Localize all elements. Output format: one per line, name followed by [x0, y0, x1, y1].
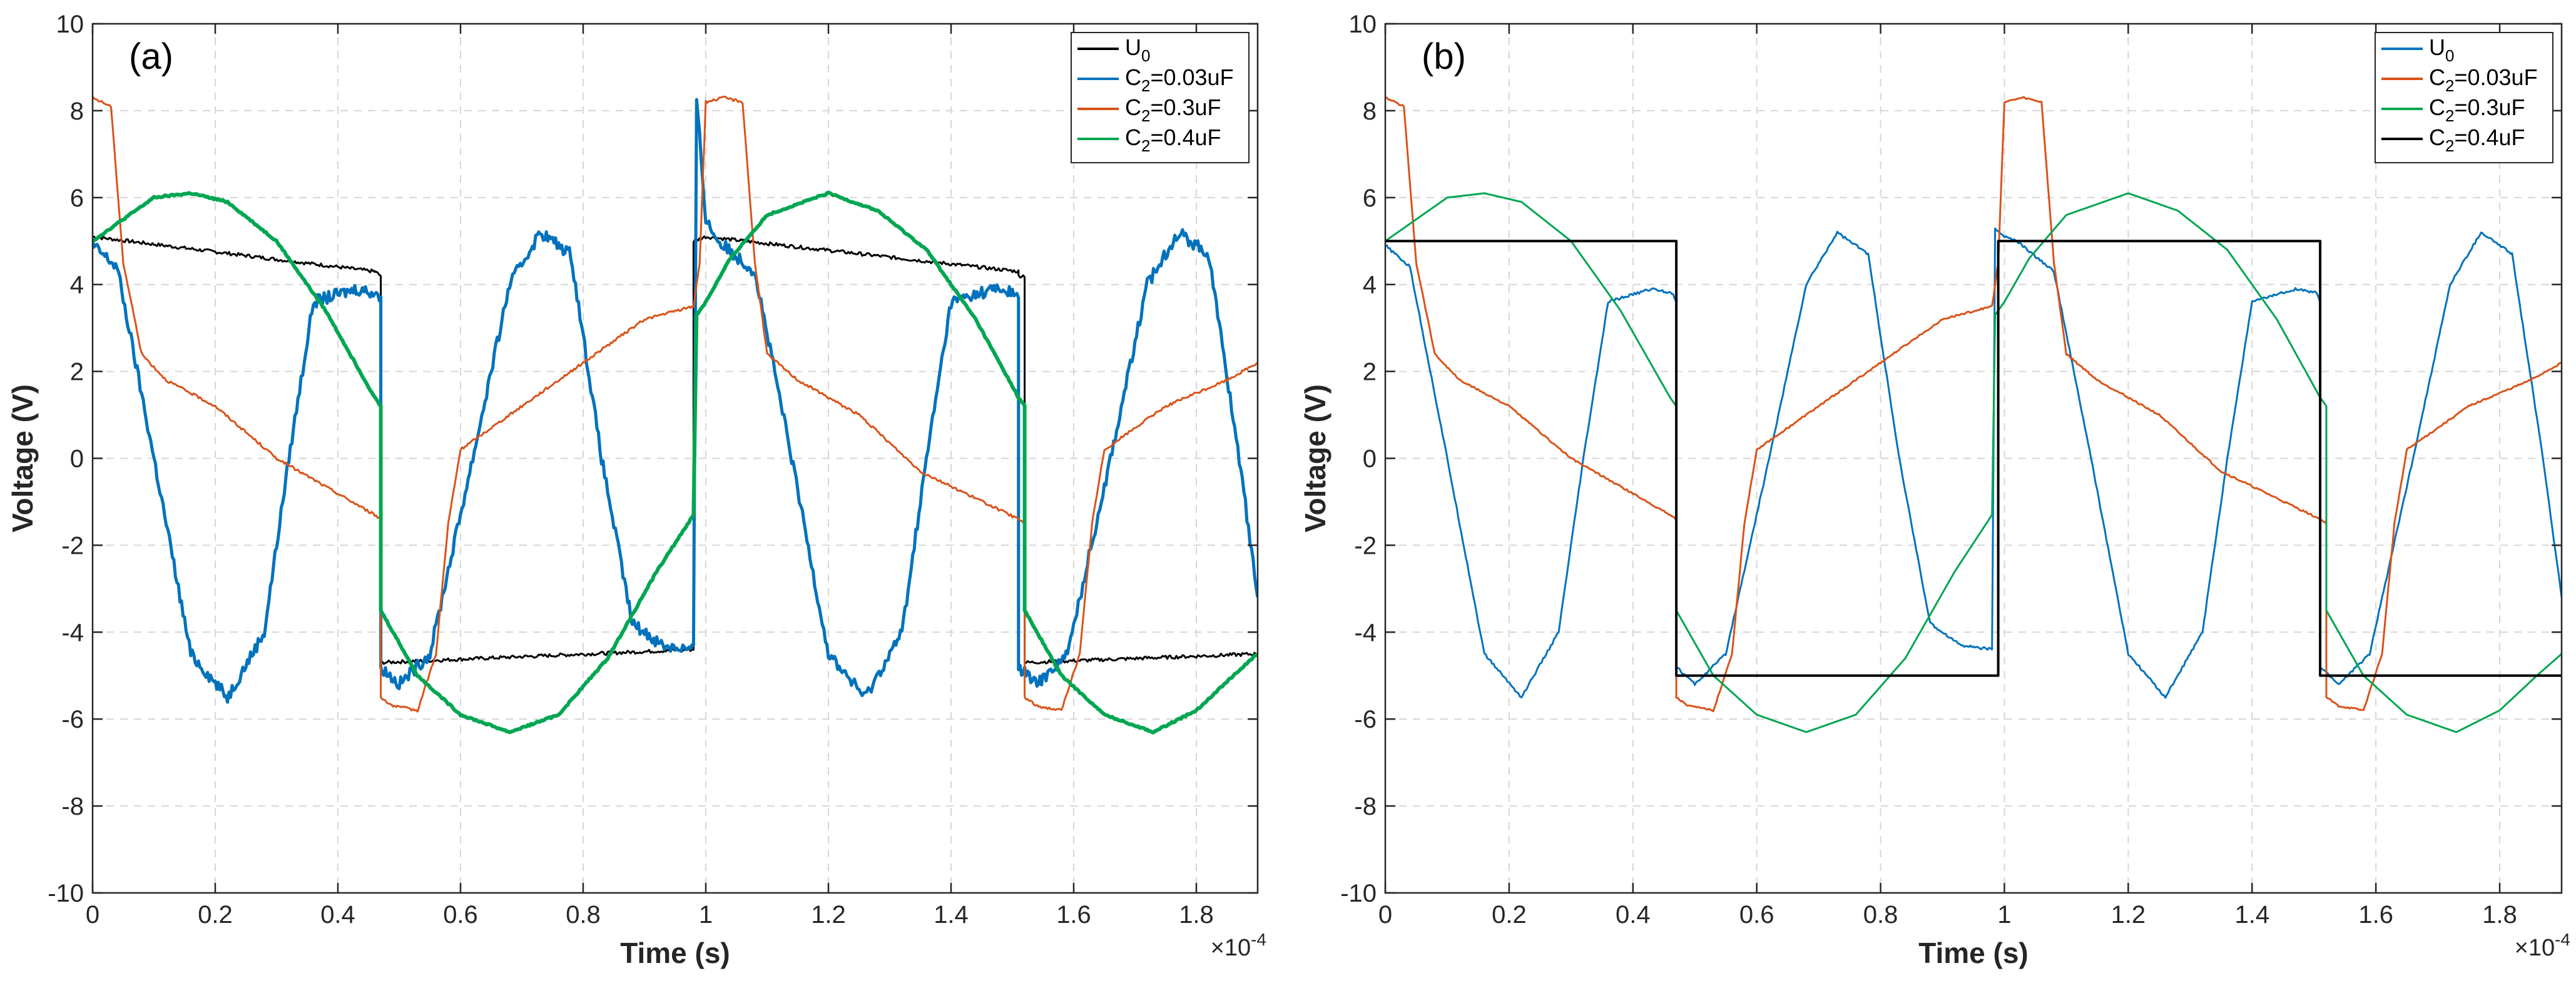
- y-tick-label: 2: [1363, 359, 1377, 386]
- x-tick-label: 0.8: [566, 901, 601, 929]
- legend-entry: C2=0.03uF: [2429, 64, 2538, 95]
- y-tick-label: 2: [70, 359, 84, 386]
- y-tick-label: -10: [48, 880, 84, 907]
- x-tick-label: 1.2: [811, 901, 846, 929]
- x-tick-label: 1.6: [1056, 901, 1091, 929]
- y-tick-label: -8: [61, 793, 84, 820]
- series-line-U_0: [1385, 227, 2562, 699]
- panel-a: 0 0.2 0.4 0.6 0.8 1 1.2 1.4 1.6 1.8 -10 -8 -6 -4 -2 0 2 4…: [6, 11, 1266, 969]
- series-line-C_2=0.3uF: [1385, 192, 2562, 733]
- x-tick-label: 1.8: [1179, 901, 1214, 929]
- x-tick-label: 1: [1997, 901, 2011, 929]
- x-tick-label: 0.6: [443, 901, 478, 929]
- panel-label: (a): [129, 36, 173, 77]
- legend-entry: U0: [2429, 34, 2454, 65]
- y-tick-label: -4: [1354, 619, 1377, 646]
- x-axis-label: Time (s): [1918, 937, 2029, 969]
- y-tick-label: 4: [1363, 272, 1377, 299]
- legend-entry: U0: [1125, 34, 1150, 65]
- x-exponent-label: ×10-4: [2515, 930, 2570, 961]
- legend-entry: C2=0.03uF: [1125, 64, 1234, 95]
- x-tick-label: 0.2: [1492, 901, 1527, 929]
- legend-entry: C2=0.4uF: [1125, 125, 1221, 155]
- x-tick-label: 0.8: [1863, 901, 1898, 929]
- series-line-C_2=0.4uF: [1385, 240, 2562, 677]
- x-tick-label: 1.8: [2482, 901, 2517, 929]
- y-tick-label: -10: [1340, 880, 1377, 907]
- y-tick-label: 4: [70, 272, 84, 299]
- legend-entry: C2=0.4uF: [2429, 125, 2525, 155]
- y-axis-label: Voltage (V): [1299, 384, 1331, 532]
- x-axis-label: Time (s): [620, 937, 730, 969]
- x-tick-label: 0.4: [320, 901, 355, 929]
- legend-box: [1071, 32, 1250, 163]
- x-tick-label: 1.4: [2234, 901, 2269, 929]
- y-tick-label: 8: [70, 98, 84, 125]
- x-tick-label: 0.2: [198, 901, 233, 929]
- legend-box: [2375, 32, 2553, 163]
- y-tick-label: 10: [1349, 11, 1377, 38]
- x-tick-label: 1.2: [2111, 901, 2146, 929]
- y-tick-label: -2: [1354, 532, 1377, 559]
- y-tick-label: -2: [61, 532, 84, 559]
- y-tick-label: -4: [61, 619, 84, 646]
- legend-entry: C2=0.3uF: [2429, 94, 2525, 125]
- x-tick-label: 0: [1378, 901, 1392, 929]
- x-exponent-label: ×10-4: [1211, 930, 1266, 961]
- y-axis-label: Voltage (V): [6, 384, 39, 532]
- series-line-C_2=0.4uF: [93, 190, 1258, 735]
- y-tick-label: 6: [1363, 185, 1377, 212]
- y-tick-label: -6: [61, 706, 84, 733]
- series-line-C_2=0.03uF: [1385, 96, 2562, 713]
- y-tick-label: -8: [1354, 793, 1377, 820]
- x-tick-label: 1.4: [934, 901, 969, 929]
- panel-b: 0 0.2 0.4 0.6 0.8 1 1.2 1.4 1.6 1.8 -10 -8 -6 -4 -2 0 2 4…: [1299, 11, 2570, 969]
- series-line-C_2=0.3uF: [93, 95, 1258, 713]
- y-tick-label: 6: [70, 185, 84, 212]
- y-tick-label: 0: [70, 446, 84, 473]
- x-tick-label: 1: [699, 901, 713, 929]
- x-tick-label: 0.6: [1739, 901, 1774, 929]
- y-tick-label: 10: [56, 11, 84, 38]
- panel-label: (b): [1422, 36, 1466, 77]
- y-tick-label: -6: [1354, 706, 1377, 733]
- x-tick-label: 1.6: [2358, 901, 2393, 929]
- x-tick-label: 0.4: [1616, 901, 1651, 929]
- legend-entry: C2=0.3uF: [1125, 94, 1221, 125]
- x-tick-label: 0: [86, 901, 99, 929]
- y-tick-label: 0: [1363, 446, 1377, 473]
- y-tick-label: 8: [1363, 98, 1377, 125]
